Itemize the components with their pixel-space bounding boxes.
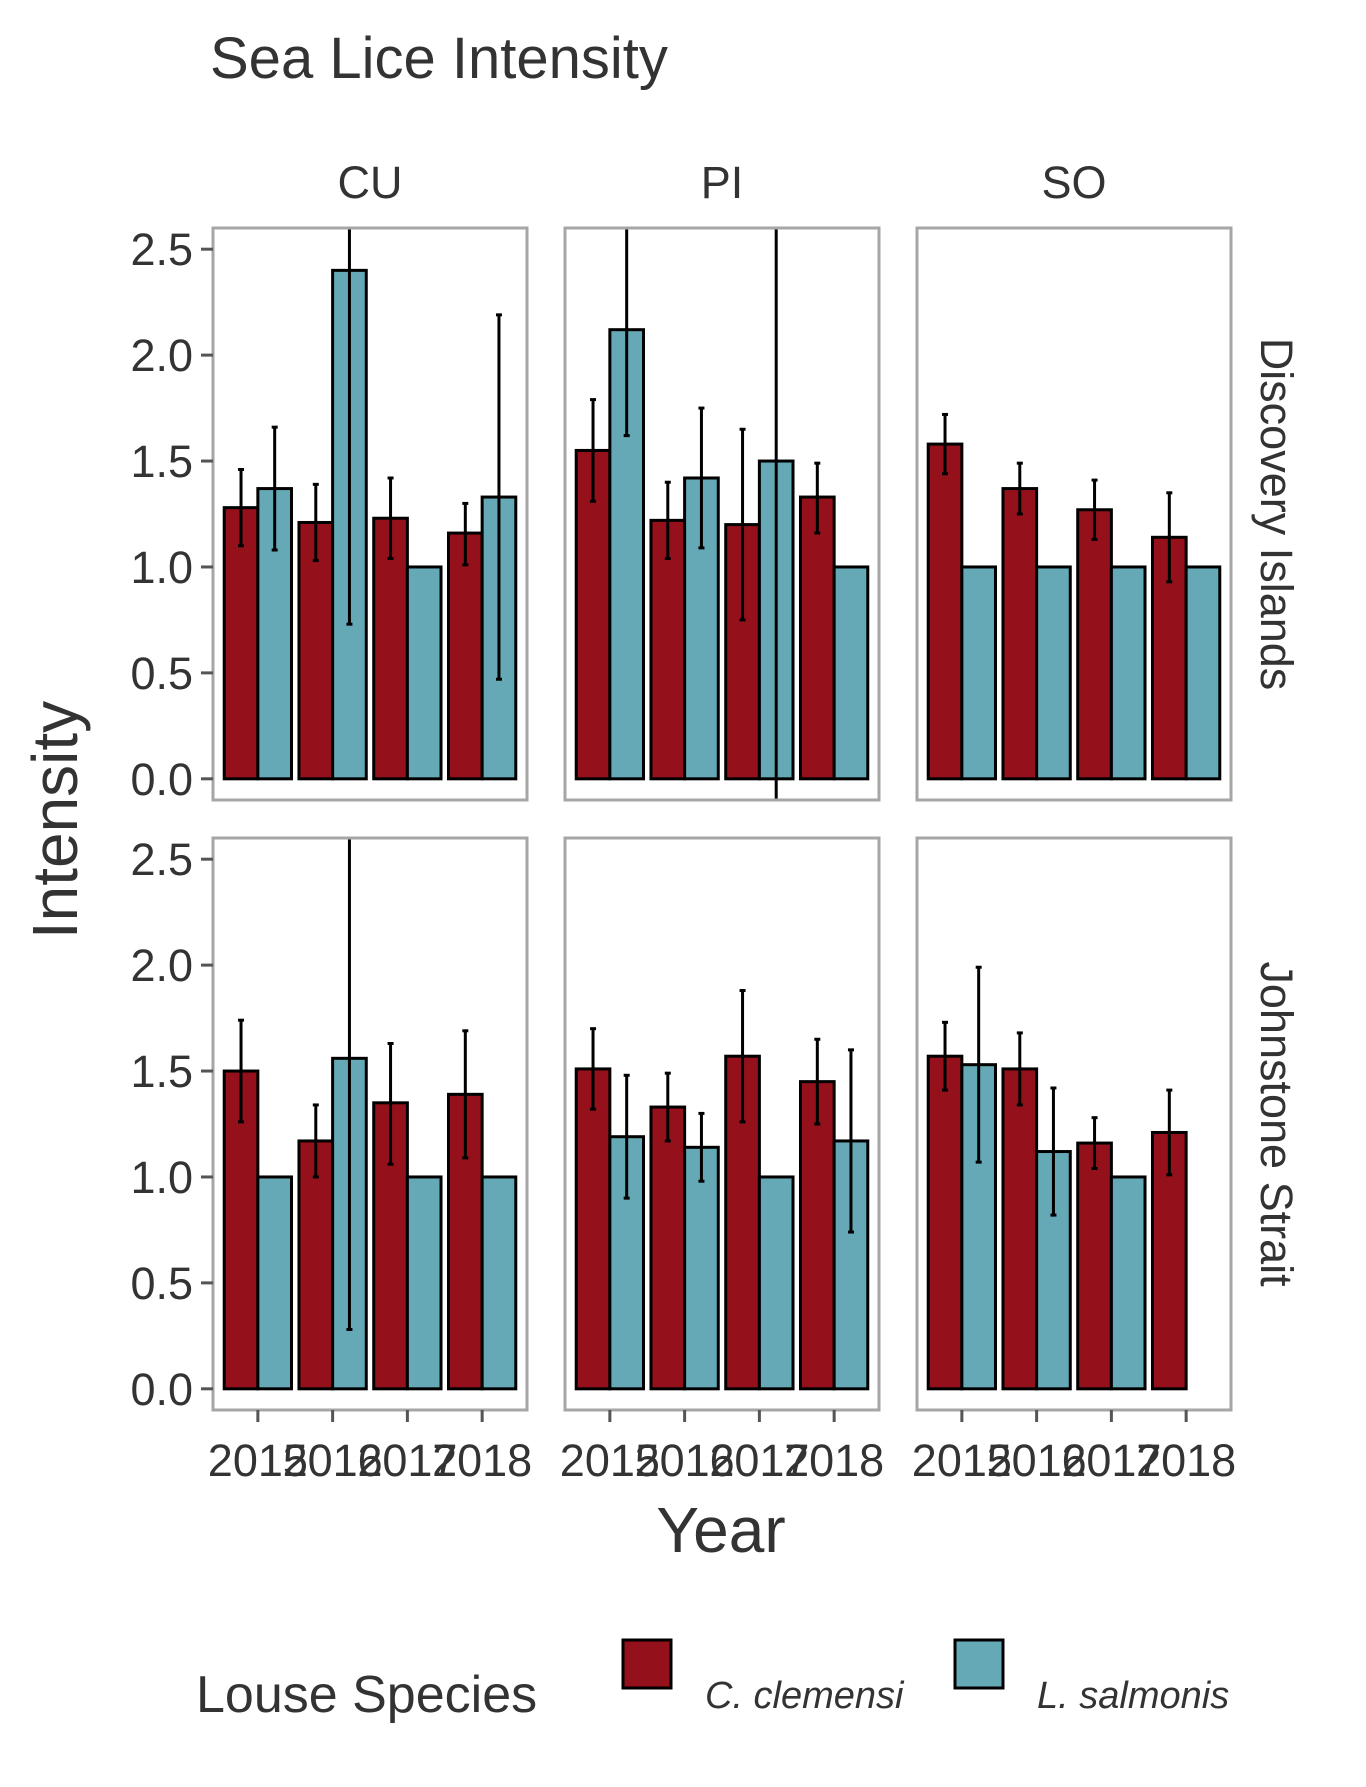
x-tick-label: 2016 xyxy=(635,1435,735,1486)
bar-c-clemensi-2016 xyxy=(297,520,335,781)
bar-l-salmonis-2018 xyxy=(832,565,870,781)
x-tick-label: 2018 xyxy=(1136,1435,1236,1486)
panel-border xyxy=(211,836,529,1412)
bar-c-clemensi-2016 xyxy=(1001,487,1039,781)
bar-c-clemensi-2015 xyxy=(926,442,964,781)
bar-c-clemensi-2017 xyxy=(372,516,409,781)
x-tick-label: 2017 xyxy=(709,1435,809,1486)
legend-swatch-l-salmonis xyxy=(953,1638,1005,1690)
y-tick-label: 1.0 xyxy=(130,542,193,593)
y-tick-label: 2.0 xyxy=(130,940,193,991)
y-tick-label: 2.0 xyxy=(130,330,193,381)
bar-c-clemensi-2016 xyxy=(1001,1067,1039,1391)
panel-border xyxy=(563,836,881,1412)
y-tick-label: 0.5 xyxy=(130,1258,193,1309)
panel-discovery-islands-pi xyxy=(563,226,881,802)
facet-label-so: SO xyxy=(1041,157,1106,208)
x-tick-label: 2015 xyxy=(912,1435,1012,1486)
bar-c-clemensi-2017 xyxy=(1076,1141,1113,1391)
facet-label-johnstone-strait: Johnstone Strait xyxy=(1251,961,1302,1287)
bar-l-salmonis-2017 xyxy=(757,1175,795,1391)
bar-c-clemensi-2015 xyxy=(222,506,260,781)
y-tick-label: 0.5 xyxy=(130,648,193,699)
bar-l-salmonis-2015 xyxy=(960,1063,997,1391)
y-tick-label: 2.5 xyxy=(130,834,193,885)
facet-label-discovery-islands: Discovery Islands xyxy=(1251,338,1302,691)
x-axis-title: Year xyxy=(656,1494,785,1566)
chart-title: Sea Lice Intensity xyxy=(210,26,668,91)
bar-c-clemensi-2016 xyxy=(297,1139,335,1391)
y-tick-label: 2.5 xyxy=(130,224,193,275)
bar-c-clemensi-2018 xyxy=(447,531,484,781)
panel-border xyxy=(211,226,529,802)
bar-l-salmonis-2017 xyxy=(1109,1175,1147,1391)
x-tick-label: 2017 xyxy=(357,1435,457,1486)
legend-label-l-salmonis: L. salmonis xyxy=(1037,1675,1229,1717)
bar-c-clemensi-2018 xyxy=(799,1080,836,1391)
panel-johnstone-strait-cu xyxy=(211,836,529,1412)
y-axis-title: Intensity xyxy=(19,701,91,939)
x-tick-label: 2018 xyxy=(784,1435,884,1486)
x-tick-label: 2016 xyxy=(283,1435,383,1486)
facet-panels: 0.0 0.5 1.0 1.5 2.0 2.5 CU PI SO Discovery Island… xyxy=(130,157,1302,1486)
panel-johnstone-strait-pi xyxy=(563,836,881,1412)
x-tick-label: 2017 xyxy=(1061,1435,1161,1486)
facet-label-cu: CU xyxy=(338,157,403,208)
y-tick-label: 1.5 xyxy=(130,1046,193,1097)
x-tick-label: 2015 xyxy=(560,1435,660,1486)
x-tick-label: 2015 xyxy=(208,1435,308,1486)
panel-border xyxy=(563,226,881,802)
bar-l-salmonis-2015 xyxy=(960,565,997,781)
legend-title: Louse Species xyxy=(196,1666,537,1724)
bar-l-salmonis-2016 xyxy=(1035,565,1072,781)
facet-label-pi: PI xyxy=(701,157,744,208)
bar-c-clemensi-2015 xyxy=(574,1067,612,1391)
y-tick-label: 0.0 xyxy=(130,1364,193,1415)
bar-l-salmonis-2015 xyxy=(256,1175,294,1391)
bar-l-salmonis-2018 xyxy=(480,1175,518,1391)
bar-c-clemensi-2015 xyxy=(926,1054,964,1391)
bar-l-salmonis-2017 xyxy=(405,1175,443,1391)
legend: Louse Species C. clemensi L. salmonis xyxy=(196,1638,1229,1724)
bar-l-salmonis-2017 xyxy=(405,565,443,781)
legend-swatch-c-clemensi xyxy=(621,1638,673,1690)
bar-l-salmonis-2018 xyxy=(1184,565,1222,781)
bar-c-clemensi-2017 xyxy=(1076,508,1113,781)
y-tick-label: 1.0 xyxy=(130,1152,193,1203)
bar-c-clemensi-2018 xyxy=(799,495,836,781)
bar-l-salmonis-2016 xyxy=(683,1145,720,1391)
bar-l-salmonis-2017 xyxy=(1109,565,1147,781)
panel-discovery-islands-so xyxy=(915,226,1233,802)
panel-border xyxy=(915,836,1233,1412)
panel-border xyxy=(915,226,1233,802)
x-tick-label: 2018 xyxy=(432,1435,532,1486)
y-tick-label: 0.0 xyxy=(130,754,193,805)
y-tick-label: 1.5 xyxy=(130,436,193,487)
bar-c-clemensi-2016 xyxy=(649,1105,687,1391)
x-tick-label: 2016 xyxy=(987,1435,1087,1486)
panel-discovery-islands-cu xyxy=(211,226,529,802)
panel-johnstone-strait-so xyxy=(915,836,1233,1412)
legend-label-c-clemensi: C. clemensi xyxy=(705,1675,905,1717)
